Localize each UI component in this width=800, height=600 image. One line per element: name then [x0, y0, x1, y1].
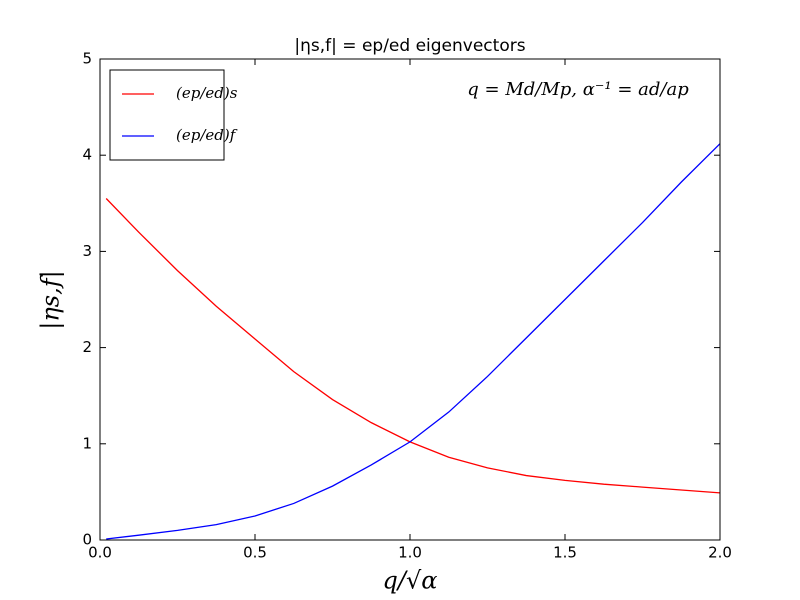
- x-axis-label: q/√α: [383, 567, 438, 595]
- legend-label: (ep/ed)s: [176, 84, 238, 102]
- y-tick-label: 1: [82, 434, 92, 452]
- legend-label: (ep/ed)f: [176, 126, 238, 144]
- x-tick-label: 1.5: [553, 544, 577, 562]
- y-axis-label: |ηs,f|: [37, 270, 66, 329]
- y-tick-label: 4: [82, 146, 92, 164]
- x-tick-label: 1.0: [398, 544, 422, 562]
- line-series: [106, 143, 721, 540]
- chart-title: |ηs,f| = ep/ed eigenvectors: [294, 36, 525, 56]
- x-tick-label: 0.5: [243, 544, 267, 562]
- x-tick-label: 0.0: [88, 544, 112, 562]
- legend-box: [109, 69, 225, 161]
- y-tick-label: 2: [82, 338, 92, 356]
- y-tick-label: 3: [82, 242, 92, 260]
- y-tick-label: 5: [82, 50, 92, 68]
- x-tick-label: 2.0: [708, 544, 732, 562]
- y-tick-label: 0: [82, 531, 92, 549]
- annotation: q = Md/Mp, α⁻¹ = ad/ap: [467, 79, 689, 100]
- plot-frame: [99, 58, 721, 541]
